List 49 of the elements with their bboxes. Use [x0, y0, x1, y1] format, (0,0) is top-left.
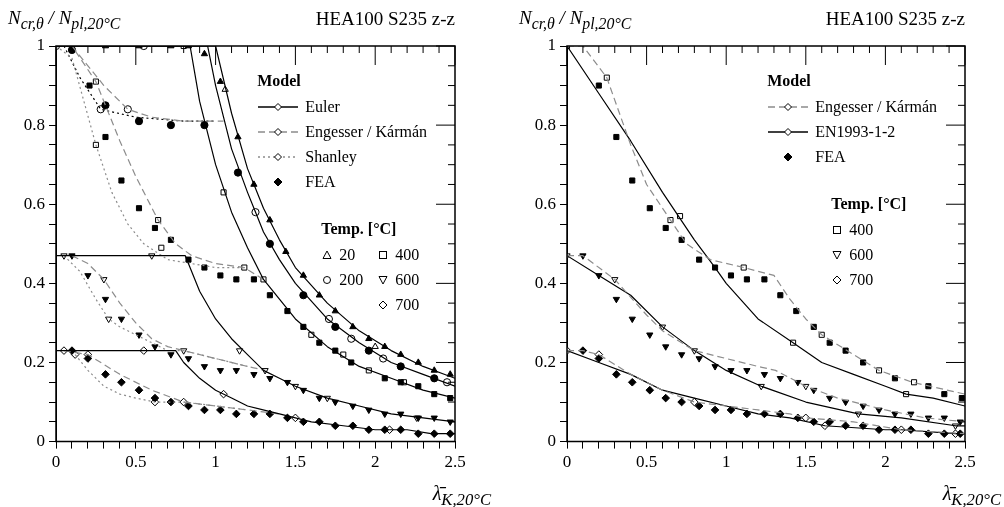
y-axis-title: N$_{cr,θ}$ / N$_{pl,20°C}$ [8, 7, 121, 32]
y-tick-label: 0 [36, 431, 45, 451]
chart-title: HEA100 S235 z-z [825, 8, 965, 30]
legend-label: Shanley [305, 147, 357, 166]
y-tick-label: 0.4 [23, 272, 46, 292]
x-tick-label: 0 [51, 452, 61, 472]
legend-label: 700 [849, 270, 874, 289]
legend-label: 400 [395, 245, 420, 264]
x-tick-label: 1 [721, 452, 731, 472]
x-tick-label: 1 [211, 452, 220, 472]
legend-label: EN1993-1-2 [815, 122, 896, 141]
legend-label: 600 [849, 245, 874, 264]
x-tick-label: 0.5 [125, 452, 147, 472]
x-tick-label: 2.5 [444, 452, 466, 472]
x-tick-label: 2.5 [954, 452, 976, 472]
y-tick-label: 1 [36, 35, 45, 55]
chart-title: HEA100 S235 z-z [315, 8, 455, 30]
y-tick-label: 0 [547, 431, 556, 451]
legend-label: FEA [815, 147, 846, 166]
legend-label: 700 [395, 295, 420, 314]
legend-label: 20 [339, 245, 356, 264]
y-tick-label: 0.8 [23, 114, 45, 134]
y-tick-label: 0.6 [23, 193, 45, 213]
legend-label: 200 [339, 270, 364, 289]
y-tick-label: 0.4 [534, 272, 557, 292]
y-tick-label: 0.6 [534, 193, 556, 213]
legend-label: 600 [395, 270, 420, 289]
y-axis-title: N$_{cr,θ}$ / N$_{pl,20°C}$ [519, 7, 632, 32]
legend-label: FEA [305, 172, 336, 191]
legend-label: Engesser / Kármán [815, 97, 937, 116]
x-axis-title: λ̄$_{K,20°C}$ [432, 480, 491, 507]
x-tick-label: 2 [370, 452, 380, 472]
y-tick-label: 0.8 [534, 114, 556, 134]
x-tick-label: 0 [562, 452, 572, 472]
y-tick-label: 0.2 [23, 351, 45, 371]
x-tick-label: 2 [881, 452, 890, 472]
x-axis-title: λ̄$_{K,20°C}$ [942, 480, 1001, 507]
y-tick-label: 1 [547, 35, 556, 55]
legend-title: Model [767, 71, 812, 91]
annotation: Temp. [°C] [831, 194, 908, 215]
legend-label: Engesser / Kármán [305, 122, 427, 141]
x-tick-label: 0.5 [635, 452, 658, 472]
x-tick-label: 1.5 [795, 452, 817, 472]
legend-title: Model [257, 71, 302, 91]
legend-label: Euler [305, 97, 340, 116]
legend-label: 400 [849, 220, 874, 239]
annotation: Temp. [°C] [321, 219, 398, 240]
x-tick-label: 1.5 [284, 452, 307, 472]
y-tick-label: 0.2 [534, 351, 556, 371]
